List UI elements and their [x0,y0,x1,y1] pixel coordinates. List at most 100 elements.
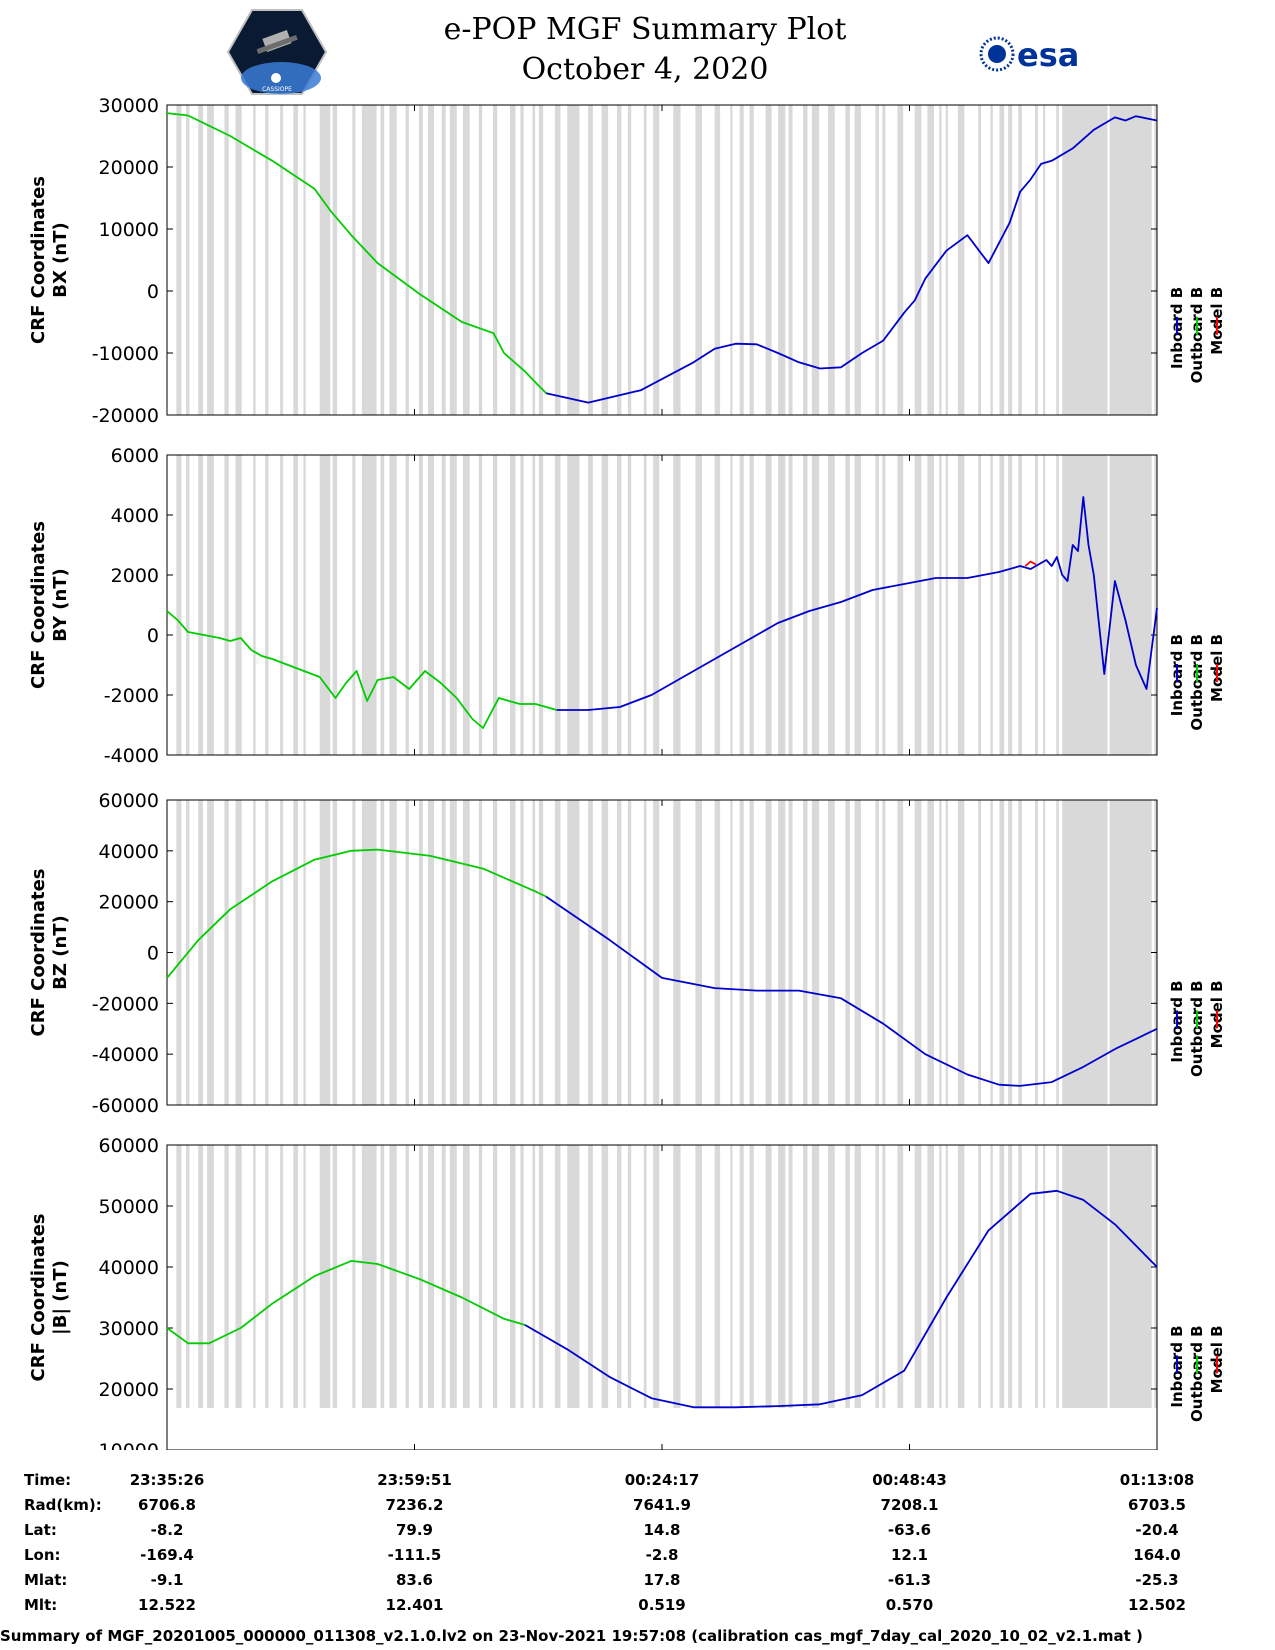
y-axis-label: CRF Coordinates [28,1214,49,1382]
shading-stripe [927,105,934,415]
shading-stripe [845,800,850,1105]
shading-stripe [1101,1145,1108,1408]
shading-stripe [875,800,879,1105]
shading-stripe [811,455,820,755]
info-value: 14.8 [643,1521,681,1539]
shading-stripe [945,455,948,755]
y-tick-label: 2000 [111,565,159,587]
shading-stripe [207,105,214,415]
info-value: -2.8 [645,1546,679,1564]
shading-stripe [265,105,269,415]
shading-stripe [186,1145,190,1408]
shading-stripe [1056,800,1059,1105]
shading-stripe [280,1145,284,1408]
y-axis-label: |B| (nT) [50,1260,71,1335]
shading-stripe [695,455,703,755]
shading-stripe [765,105,772,415]
series-line-outboard-b [166,1260,526,1345]
shading-stripe [427,105,435,415]
shading-block [319,105,331,415]
plot-title-line2: October 4, 2020 [521,52,769,87]
y-tick-label: -10000 [92,343,159,365]
shading-stripe [875,1145,879,1408]
shading-stripe [449,455,457,755]
shading-stripe [730,105,733,415]
shading-block [319,455,331,755]
y-tick-label: 40000 [99,841,159,863]
shading-stripe [643,105,647,415]
y-tick-label: 4000 [111,505,159,527]
info-value: 00:24:17 [624,1471,700,1489]
shading-stripe [1154,105,1157,415]
shading-stripe [380,1145,385,1408]
y-tick-label: -40000 [92,1044,159,1066]
shading-stripe [588,1145,593,1408]
shading-stripe [939,1145,942,1408]
shading-block [361,1145,377,1408]
shading-stripe [478,800,483,1105]
shading-stripe [520,800,524,1105]
info-value: 12.401 [385,1596,444,1614]
shading-stripe [380,455,385,755]
shading-stripe [897,455,904,755]
shading-stripe [882,105,886,415]
shading-stripe [235,800,242,1105]
shading-stripe [538,455,544,755]
shading-stripe [554,105,561,415]
shading-stripe [1043,455,1046,755]
series-line-inboard-b [556,496,1158,711]
shading-stripe [441,800,446,1105]
shading-stripe [811,800,820,1105]
shading-stripe [449,1145,457,1408]
info-row: Rad(km): 6706.8 7236.2 7641.9 7208.1 6703.5 [0,1496,1275,1518]
y-tick-label: 10000 [99,219,159,241]
y-tick-label: 20000 [99,157,159,179]
shading-stripe [897,1145,904,1408]
shading-block [361,800,377,1105]
shading-stripe [198,105,203,415]
cassiope-logo: CASSIOPE [226,8,328,96]
y-tick-label: -2000 [104,685,159,707]
shading-stripe [803,1145,808,1408]
shading-block [1109,800,1152,1105]
shading-block [319,1145,331,1408]
shading-stripe [957,105,965,415]
shading-stripe [601,105,609,415]
shading-stripe [554,455,561,755]
shading-stripe [749,1145,754,1408]
shading-block [361,105,377,415]
shading-stripe [927,1145,934,1408]
y-tick-label: -60000 [92,1095,159,1117]
shading-stripe [1008,1145,1013,1408]
shading-stripe [778,1145,786,1408]
shading-stripe [739,455,744,755]
shading-stripe [957,800,965,1105]
info-value: 79.9 [395,1521,433,1539]
panel-3: 60000 40000 20000 0 -20000 -40000 -60000 CRF Co… [28,790,1226,1117]
info-row: Mlt: 12.522 12.401 0.519 0.570 12.502 [0,1596,1275,1618]
shading-block [1109,105,1152,415]
shading-stripe [1008,455,1013,755]
shading-stripe [186,455,190,755]
shading-stripe [303,1145,306,1408]
series-line-outboard-b [166,610,557,729]
shading-stripe [224,455,229,755]
shading-stripe [520,105,524,415]
shading-stripe [303,455,306,755]
info-value: -8.2 [150,1521,184,1539]
shading-stripe [1018,105,1022,415]
shading-stripe [927,455,934,755]
shading-stripe [601,1145,609,1408]
shading-stripe [492,1145,498,1408]
shading-stripe [882,455,886,755]
y-tick-label: 0 [147,625,159,647]
shading-stripe [897,800,904,1105]
shading-stripe [198,800,203,1105]
info-row-label: Rad(km): [24,1496,102,1514]
shading-stripe [788,455,793,755]
info-row-label: Mlat: [24,1571,68,1589]
shading-stripe [978,105,982,415]
shading-stripe [380,105,385,415]
shading-stripe [749,105,754,415]
shading-stripe [293,455,298,755]
